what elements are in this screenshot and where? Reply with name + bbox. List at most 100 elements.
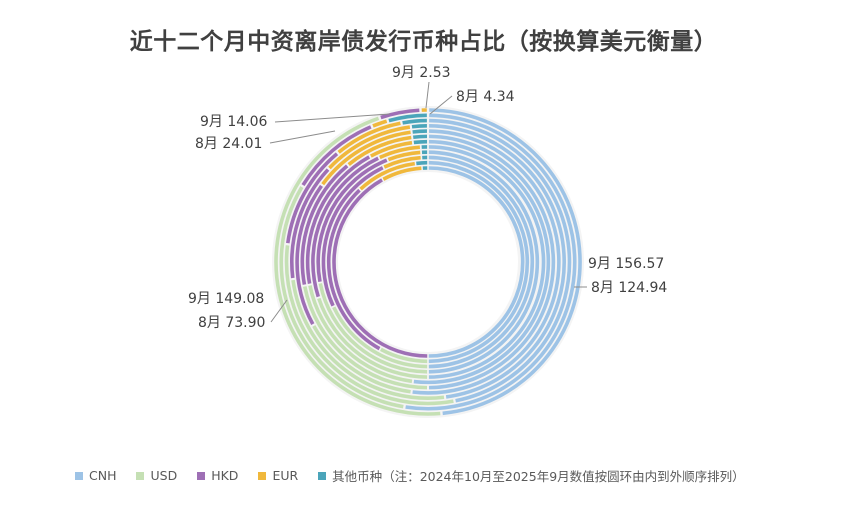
segment-usd-ring-12[interactable] — [274, 116, 441, 416]
leader-line-8 — [270, 299, 288, 323]
segment-usd-ring-5[interactable] — [317, 297, 428, 379]
legend-label-hkd: HKD — [211, 468, 239, 483]
segment-other-ring-7[interactable] — [413, 134, 428, 140]
legend-label-cnh: CNH — [89, 468, 117, 483]
segment-hkd-ring-11[interactable] — [301, 125, 372, 187]
data-label-8: 8月 73.90 — [198, 315, 265, 331]
legend-item-cnh[interactable]: CNH — [75, 468, 116, 483]
leader-line-3 — [274, 113, 391, 123]
segment-hkd-ring-9[interactable] — [290, 168, 330, 279]
legend-swatch-other — [318, 471, 327, 480]
legend-item-hkd[interactable]: HKD — [197, 468, 238, 483]
ring-12 — [274, 108, 582, 416]
segment-hkd-ring-10[interactable] — [286, 152, 339, 244]
segment-cnh-ring-3[interactable] — [428, 155, 535, 369]
segment-cnh-ring-7[interactable] — [428, 134, 556, 390]
legend-item-other[interactable]: 其他币种 （注：2024年10月至2025年9月数值按圆环由内到外顺序排列） — [318, 466, 745, 485]
segment-eur-ring-11[interactable] — [372, 119, 388, 128]
data-label-1: 9月 2.53 — [392, 65, 451, 81]
segment-usd-ring-8[interactable] — [312, 325, 411, 394]
ring-10 — [284, 118, 572, 406]
segment-eur-ring-1[interactable] — [382, 166, 422, 181]
segment-hkd-ring-12[interactable] — [380, 108, 420, 120]
segment-hkd-ring-1[interactable] — [332, 178, 428, 358]
segment-eur-ring-6[interactable] — [369, 140, 413, 158]
ring-7 — [300, 134, 556, 390]
segment-hkd-ring-5[interactable] — [311, 156, 379, 298]
data-label-2: 8月 4.34 — [456, 89, 515, 105]
segment-cnh-ring-2[interactable] — [428, 160, 530, 364]
data-label-6: 8月 124.94 — [591, 280, 667, 296]
segment-hkd-ring-7[interactable] — [300, 164, 349, 285]
segment-hkd-ring-3[interactable] — [321, 166, 384, 307]
chart-title: 近十二个月中资离岸债发行币种占比（按换算美元衡量） — [129, 29, 718, 55]
legend-swatch-cnh — [75, 471, 83, 480]
segment-eur-ring-9[interactable] — [328, 125, 411, 170]
legend-item-eur[interactable]: EUR — [258, 468, 298, 483]
rings-group — [272, 106, 584, 418]
segment-cnh-ring-11[interactable] — [405, 113, 577, 411]
segment-usd-ring-9[interactable] — [291, 279, 445, 400]
ring-8 — [295, 129, 561, 395]
data-labels: 9月 2.53 8月 4.34 9月 14.06 8月 24.01 9月 156.57 8… — [188, 65, 667, 331]
segment-eur-ring-4[interactable] — [387, 150, 421, 162]
segment-eur-ring-3[interactable] — [383, 155, 421, 169]
legend-label-eur: EUR — [272, 468, 299, 483]
ring-4 — [316, 150, 540, 374]
segment-other-ring-11[interactable] — [388, 113, 427, 123]
segment-other-ring-6[interactable] — [413, 139, 428, 145]
ring-9 — [290, 124, 566, 400]
segment-usd-ring-7[interactable] — [303, 286, 428, 390]
ring-5 — [311, 145, 546, 379]
segment-eur-ring-7[interactable] — [347, 135, 412, 166]
leader-line-4 — [269, 130, 336, 144]
data-label-5: 9月 156.57 — [588, 256, 664, 272]
ring-11 — [279, 113, 577, 411]
legend: CNH USD HKD EUR 其他币种 （注：2024年10月至2025年9月数… — [75, 466, 745, 485]
segment-cnh-ring-9[interactable] — [429, 124, 566, 399]
data-label-4: 8月 24.01 — [195, 136, 262, 152]
ring-backing — [272, 106, 584, 418]
ring-2 — [326, 160, 530, 364]
segment-usd-ring-10[interactable] — [284, 245, 454, 406]
segment-usd-ring-3[interactable] — [332, 306, 428, 369]
segment-hkd-ring-6[interactable] — [305, 155, 371, 284]
segment-cnh-ring-12[interactable] — [429, 108, 582, 416]
leader-lines — [269, 81, 587, 323]
segment-eur-ring-10[interactable] — [337, 121, 401, 154]
segment-eur-ring-5[interactable] — [379, 145, 421, 160]
data-label-7: 9月 149.08 — [188, 291, 264, 307]
ring-1 — [332, 166, 525, 358]
segment-cnh-ring-5[interactable] — [428, 145, 546, 379]
segment-other-ring-2[interactable] — [416, 160, 428, 166]
legend-swatch-usd — [136, 471, 145, 480]
segment-usd-ring-11[interactable] — [279, 186, 404, 409]
segment-cnh-ring-6[interactable] — [413, 139, 551, 385]
data-label-3: 9月 14.06 — [200, 114, 268, 130]
legend-label-usd: USD — [150, 468, 178, 483]
segment-cnh-ring-10[interactable] — [429, 118, 572, 403]
legend-item-usd[interactable]: USD — [136, 468, 177, 483]
legend-label-other: 其他币种 — [332, 469, 383, 484]
segment-cnh-ring-8[interactable] — [412, 129, 561, 395]
segment-other-ring-10[interactable] — [402, 118, 427, 125]
segment-other-ring-9[interactable] — [411, 124, 427, 129]
segment-usd-ring-6[interactable] — [308, 285, 413, 384]
segment-hkd-ring-4[interactable] — [316, 158, 388, 283]
ring-3 — [321, 155, 535, 369]
segment-hkd-ring-8[interactable] — [295, 184, 323, 326]
legend-note: （注：2024年10月至2025年9月数值按圆环由内到外顺序排列） — [382, 469, 745, 484]
segment-cnh-ring-1[interactable] — [428, 166, 525, 358]
segment-usd-ring-4[interactable] — [318, 283, 428, 374]
ring-6 — [305, 139, 551, 385]
segment-eur-ring-8[interactable] — [321, 130, 411, 186]
segment-eur-ring-2[interactable] — [359, 161, 416, 191]
legend-swatch-eur — [258, 471, 267, 480]
segment-usd-ring-2[interactable] — [380, 347, 428, 364]
segment-other-ring-8[interactable] — [412, 129, 427, 134]
leader-line-2 — [429, 95, 453, 115]
leader-line-1 — [425, 81, 430, 109]
segment-cnh-ring-4[interactable] — [428, 150, 540, 374]
segment-hkd-ring-2[interactable] — [326, 188, 381, 351]
